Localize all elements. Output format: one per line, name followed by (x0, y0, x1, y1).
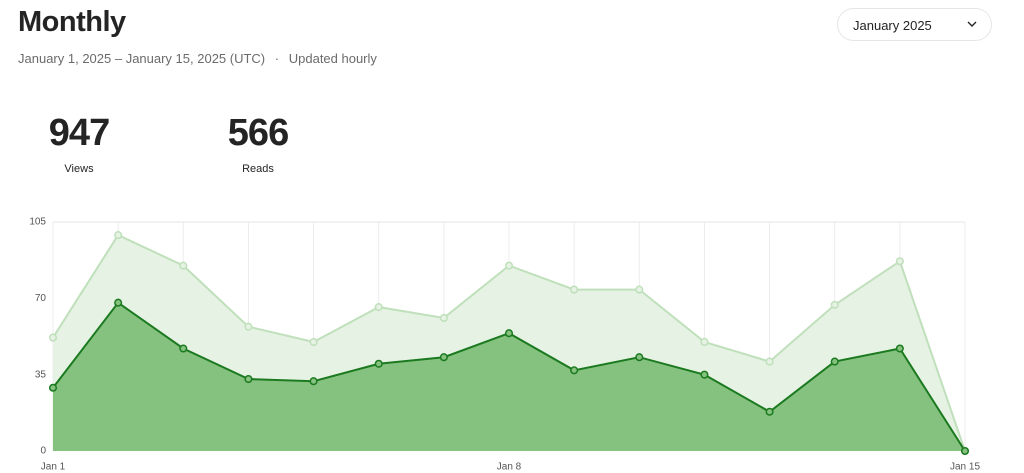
x-tick-label: Jan 8 (497, 462, 522, 473)
point (439, 353, 448, 362)
point (570, 285, 579, 294)
y-tick-label: 0 (40, 446, 46, 457)
stat-label: Views (64, 163, 94, 175)
point (570, 366, 579, 375)
point (374, 303, 383, 312)
point (439, 313, 448, 323)
point (48, 333, 58, 342)
point (960, 446, 970, 456)
point (635, 285, 644, 294)
point (114, 298, 123, 307)
stat: 947 Views (19, 112, 139, 175)
update-note: Updated hourly (288, 51, 377, 66)
y-tick-label: 70 (35, 293, 47, 304)
month-dropdown[interactable]: January 2025 (837, 8, 992, 41)
point (244, 374, 253, 384)
point (504, 261, 514, 270)
separator: · (274, 51, 280, 66)
point (244, 322, 253, 331)
point (895, 257, 904, 266)
chevron (967, 21, 977, 27)
point (830, 357, 839, 366)
point (895, 344, 904, 353)
page-title: Monthly (18, 6, 126, 38)
point (635, 353, 644, 362)
stat-value: 566 (227, 112, 289, 154)
point (700, 337, 709, 347)
point (48, 383, 58, 392)
stat-label: Reads (242, 163, 274, 175)
point (765, 407, 774, 416)
point (309, 337, 318, 347)
y-tick-label: 35 (35, 369, 47, 380)
x-tick-label: Jan 15 (950, 462, 980, 473)
stat: 566 Reads (198, 112, 318, 175)
point (374, 359, 383, 368)
point (179, 344, 188, 353)
subtitle: January 1, 2025 – January 15, 2025 (UTC)… (18, 51, 383, 66)
dropdown-label: January 2025 (853, 18, 932, 33)
point (309, 377, 318, 386)
stat-value: 947 (48, 112, 110, 154)
y-tick-label: 105 (29, 217, 46, 228)
point (765, 357, 774, 366)
point (700, 370, 709, 379)
x-tick-label: Jan 1 (41, 462, 66, 473)
area (53, 302, 965, 451)
point (830, 300, 839, 309)
point (504, 329, 514, 338)
date-range: January 1, 2025 – January 15, 2025 (UTC) (18, 51, 266, 66)
point (179, 261, 188, 270)
chart: 0 35 70 105 Jan 1 Jan 8 Jan 15 (29, 217, 980, 473)
point (114, 231, 123, 240)
